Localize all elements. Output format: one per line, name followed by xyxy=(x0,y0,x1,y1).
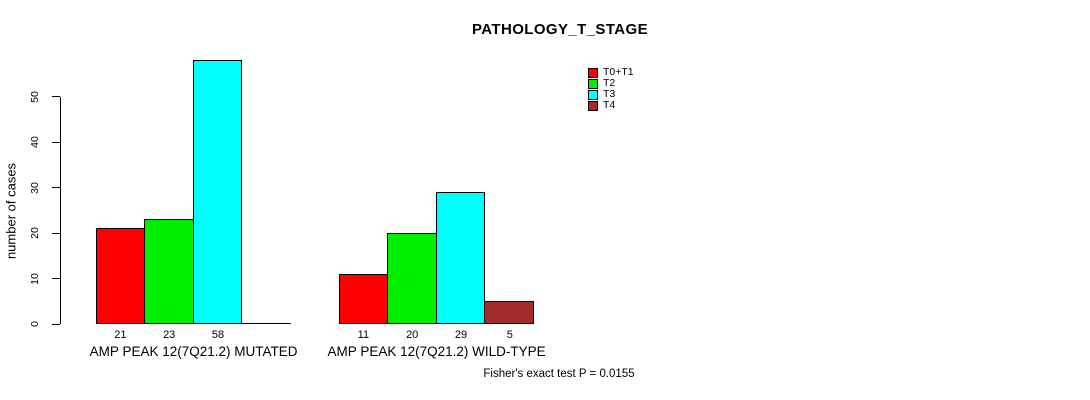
y-axis-tick-label: 30 xyxy=(29,181,41,194)
group-label: AMP PEAK 12(7Q21.2) MUTATED xyxy=(89,344,298,359)
legend-swatch-icon xyxy=(588,67,598,78)
y-axis-tick xyxy=(52,187,60,188)
legend-swatch-icon xyxy=(588,78,598,89)
y-axis-title: number of cases xyxy=(3,162,19,260)
legend-item-t2: T2 xyxy=(588,78,634,89)
y-axis-tick-label: 50 xyxy=(29,90,41,103)
fisher-test-annotation: Fisher's exact test P = 0.0155 xyxy=(483,368,635,380)
y-axis-line xyxy=(60,96,61,324)
legend-label: T3 xyxy=(603,88,616,100)
bar-t0-t1 xyxy=(339,273,388,324)
legend-swatch-icon xyxy=(588,89,598,100)
bar-t4 xyxy=(484,301,535,324)
bar-t2 xyxy=(386,233,437,324)
bar-value-label: 23 xyxy=(163,329,176,341)
bar-t3 xyxy=(435,192,486,324)
legend-item-t4: T4 xyxy=(588,100,634,111)
y-axis-tick-label: 40 xyxy=(29,136,41,148)
y-axis-tick xyxy=(52,141,60,143)
legend: T0+T1 T2 T3 T4 xyxy=(588,67,634,111)
chart-title: PATHOLOGY_T_STAGE xyxy=(472,21,648,38)
bar-value-label: 29 xyxy=(454,329,468,341)
bar-value-label: 20 xyxy=(406,329,419,341)
bar-t2 xyxy=(143,219,194,324)
legend-label: T0+T1 xyxy=(603,66,634,78)
bar-t3 xyxy=(192,60,243,324)
bar-value-label: 5 xyxy=(506,329,513,341)
bar-value-label: 58 xyxy=(211,329,225,341)
legend-item-t0-t1: T0+T1 xyxy=(588,67,634,78)
bar-t0-t1 xyxy=(96,228,145,324)
legend-label: T2 xyxy=(603,77,616,89)
y-axis-tick xyxy=(52,323,60,325)
legend-swatch-icon xyxy=(588,100,598,111)
group-label: AMP PEAK 12(7Q21.2) WILD-TYPE xyxy=(327,344,546,359)
legend-item-t3: T3 xyxy=(588,89,634,100)
y-axis-tick xyxy=(52,278,60,279)
y-axis-tick-label: 0 xyxy=(29,321,41,327)
y-axis-tick-label: 20 xyxy=(29,227,41,239)
bar-value-label: 21 xyxy=(114,329,127,341)
bar-value-label: 11 xyxy=(357,329,370,341)
y-axis-tick xyxy=(52,96,60,97)
y-axis-tick-label: 10 xyxy=(29,272,41,285)
legend-label: T4 xyxy=(603,99,616,111)
y-axis-tick xyxy=(52,232,60,234)
